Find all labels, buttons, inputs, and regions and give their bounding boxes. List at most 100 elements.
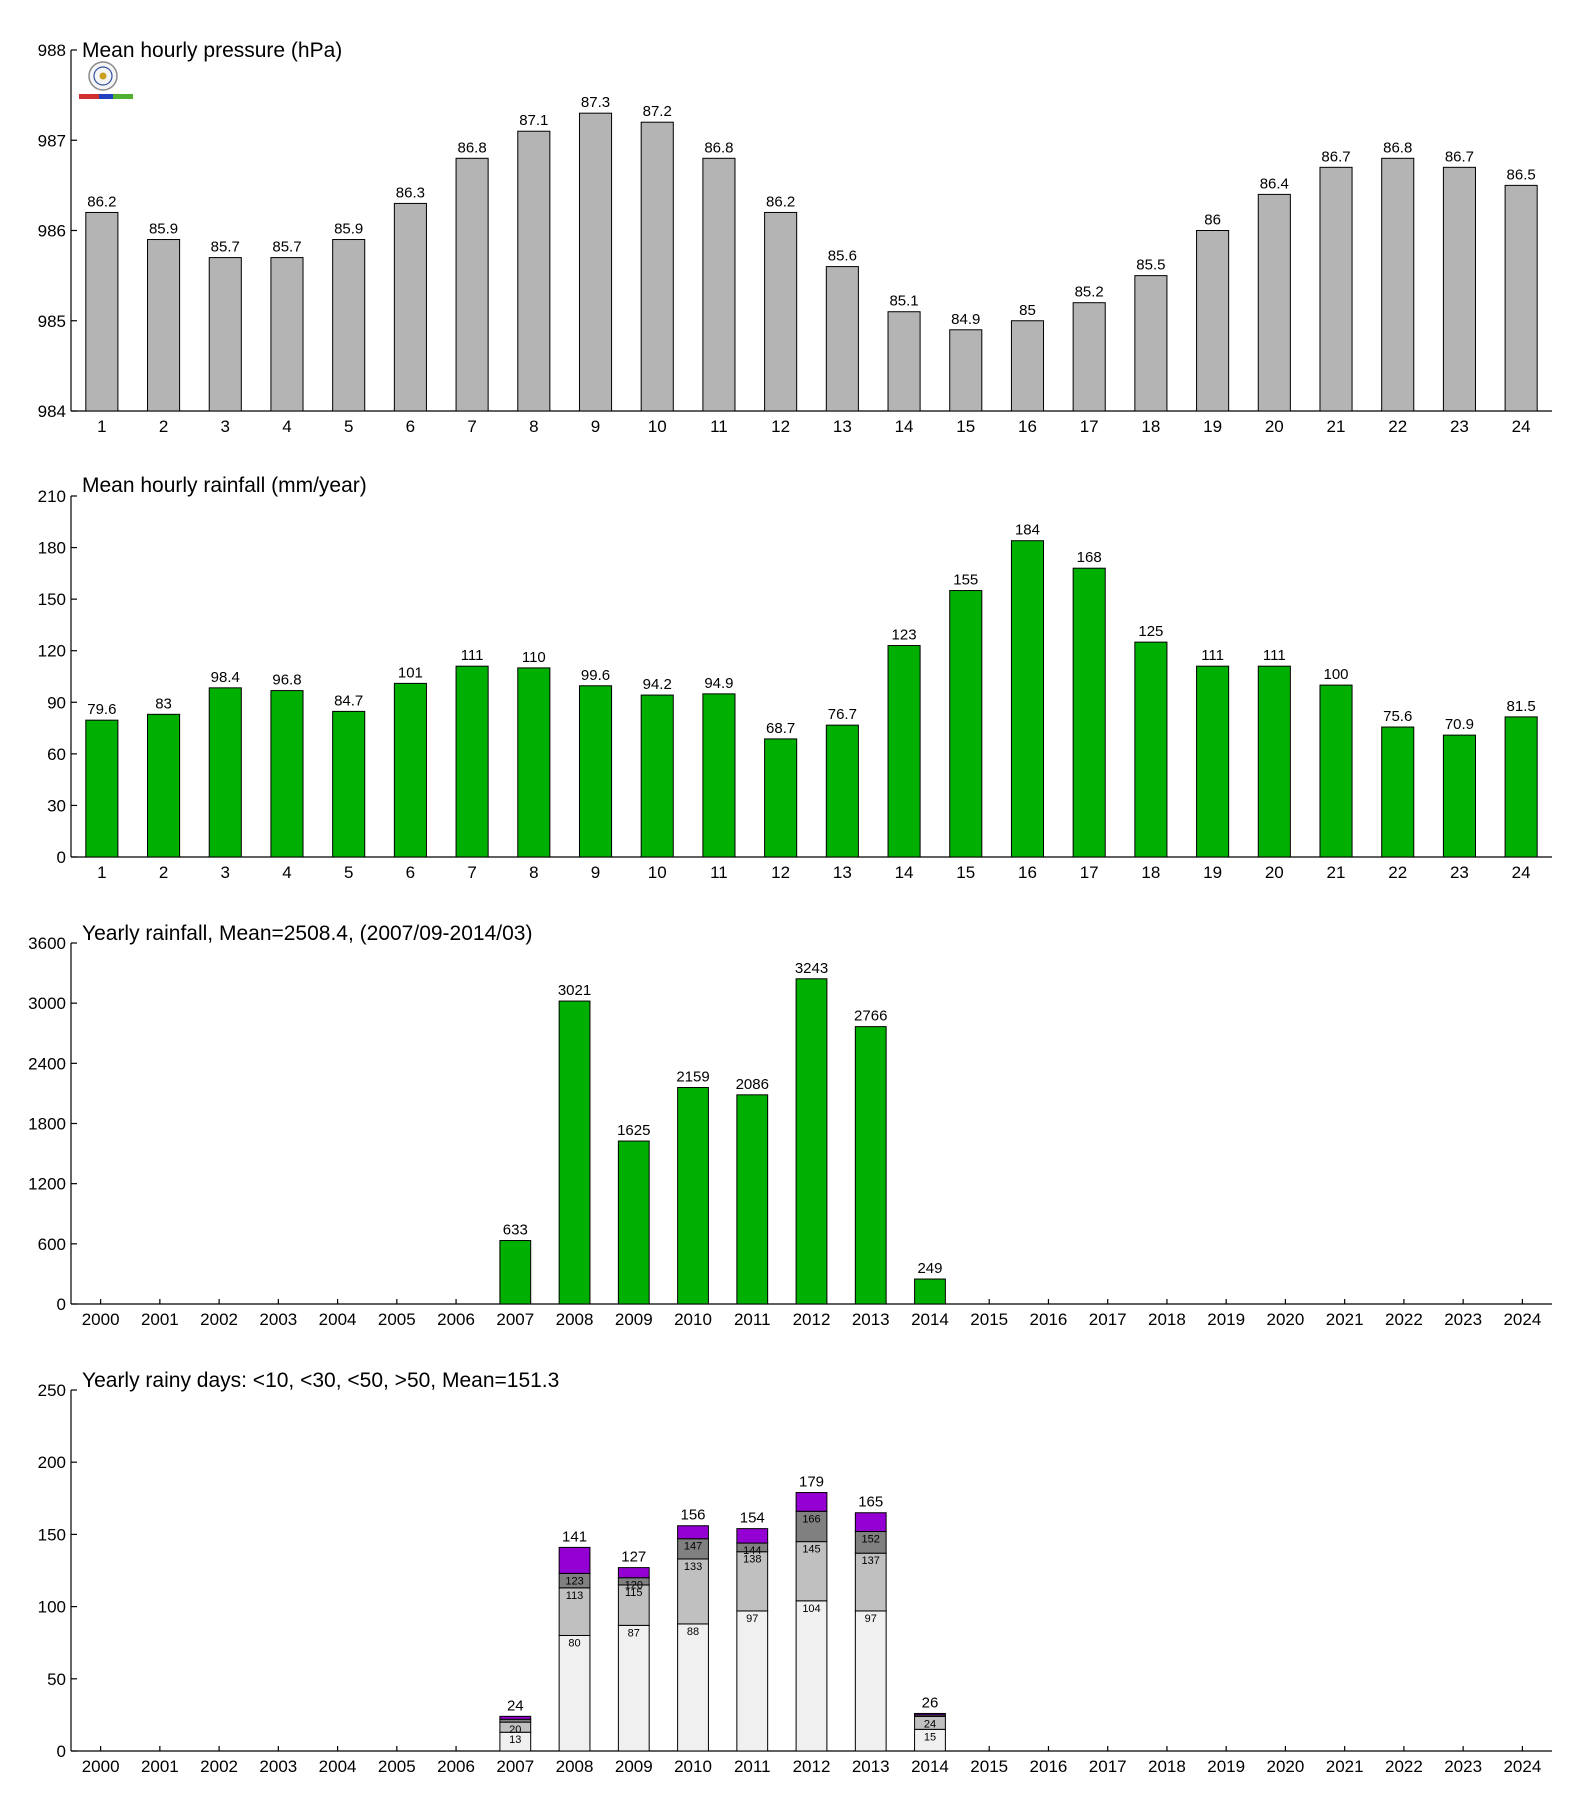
data-label: 76.7 — [828, 706, 857, 723]
x-tick-label: 22 — [1388, 863, 1407, 882]
chart-title: Yearly rainfall, Mean=2508.4, (2007/09-2… — [82, 922, 532, 945]
x-tick-label: 2005 — [378, 1310, 416, 1329]
x-tick-label: 2014 — [911, 1757, 949, 1776]
segment-label: 152 — [862, 1534, 880, 1546]
segment-label: 97 — [865, 1613, 877, 1625]
x-tick-label: 2009 — [615, 1757, 653, 1776]
bar-segment — [499, 1715, 532, 1720]
bar — [677, 1087, 709, 1305]
hourly-rainfall-chart: Mean hourly rainfall (mm/year) 030609012… — [38, 474, 1552, 882]
bar — [764, 738, 798, 858]
data-label: 87.1 — [519, 112, 548, 129]
bar — [270, 690, 304, 858]
x-tick-label: 2006 — [437, 1310, 475, 1329]
x-tick-label: 7 — [467, 863, 476, 882]
bar-segment — [795, 1600, 828, 1752]
segment-label: 137 — [862, 1555, 880, 1567]
x-tick-label: 20 — [1265, 863, 1284, 882]
x-tick-label: 7 — [467, 417, 476, 436]
bar-segment — [736, 1551, 769, 1612]
x-tick-label: 17 — [1080, 417, 1099, 436]
data-label: 85.1 — [889, 293, 918, 310]
x-tick-label: 2004 — [319, 1310, 357, 1329]
bar — [558, 1000, 591, 1305]
data-label: 85.2 — [1075, 284, 1104, 301]
bar — [617, 1140, 650, 1305]
y-tick-label: 1800 — [28, 1115, 66, 1134]
x-tick-label: 2 — [159, 863, 168, 882]
x-tick-label: 2024 — [1503, 1310, 1541, 1329]
data-label: 94.9 — [704, 675, 733, 692]
y-tick-label: 150 — [38, 590, 66, 609]
y-tick-label: 150 — [38, 1525, 66, 1544]
segment-label: 20 — [509, 1724, 521, 1736]
data-label: 2159 — [676, 1069, 709, 1086]
chart-title: Yearly rainy days: <10, <30, <50, >50, M… — [82, 1369, 559, 1392]
bar — [85, 719, 119, 858]
data-label: 249 — [917, 1260, 942, 1277]
x-tick-label: 2016 — [1030, 1757, 1068, 1776]
bar — [147, 239, 181, 412]
bar-segment — [558, 1634, 591, 1752]
y-tick-label: 180 — [38, 539, 66, 558]
pressure-chart: Mean hourly pressure (hPa) 9849859869879… — [38, 39, 1552, 436]
x-tick-label: 2012 — [793, 1757, 831, 1776]
segment-label: 147 — [684, 1541, 702, 1553]
y-tick-label: 0 — [57, 848, 66, 867]
y-tick-label: 210 — [38, 487, 66, 506]
x-tick-label: 2020 — [1267, 1757, 1305, 1776]
data-label: 168 — [1077, 549, 1102, 566]
bar — [1134, 641, 1168, 858]
data-label: 86.2 — [766, 193, 795, 210]
x-tick-label: 10 — [648, 417, 667, 436]
segment-label: 138 — [743, 1554, 761, 1566]
bar — [1319, 166, 1353, 412]
x-tick-label: 2013 — [852, 1757, 890, 1776]
data-label: 86.2 — [87, 193, 116, 210]
y-tick-label: 984 — [38, 402, 66, 421]
x-tick-label: 2020 — [1267, 1310, 1305, 1329]
bar — [1319, 684, 1353, 858]
bar — [702, 693, 736, 858]
data-label: 86.4 — [1260, 175, 1289, 192]
x-tick-label: 2 — [159, 417, 168, 436]
y-tick-label: 90 — [47, 693, 66, 712]
data-label: 86.3 — [396, 184, 425, 201]
data-label: 2086 — [736, 1076, 769, 1093]
data-label: 83 — [155, 695, 172, 712]
y-tick-label: 985 — [38, 312, 66, 331]
x-tick-label: 19 — [1203, 417, 1222, 436]
x-tick-label: 2004 — [319, 1757, 357, 1776]
bar — [949, 329, 983, 412]
total-label: 179 — [799, 1474, 824, 1491]
bar — [1442, 734, 1476, 858]
y-tick-label: 30 — [47, 796, 66, 815]
x-tick-label: 1 — [97, 417, 106, 436]
x-tick-label: 10 — [648, 863, 667, 882]
bar-segment — [677, 1623, 709, 1752]
data-label: 155 — [953, 572, 978, 589]
data-label: 3021 — [558, 982, 591, 999]
data-label: 75.6 — [1383, 708, 1412, 725]
data-label: 2766 — [854, 1008, 887, 1025]
segment-label: 113 — [566, 1590, 584, 1602]
bar — [1504, 716, 1538, 858]
yearly-rainfall-chart: Yearly rainfall, Mean=2508.4, (2007/09-2… — [28, 922, 1552, 1329]
x-tick-label: 2015 — [970, 1310, 1008, 1329]
x-tick-label: 2022 — [1385, 1757, 1423, 1776]
data-label: 85 — [1019, 302, 1036, 319]
x-tick-label: 16 — [1018, 417, 1037, 436]
bar — [640, 121, 674, 412]
data-label: 110 — [522, 649, 546, 666]
data-label: 125 — [1138, 623, 1163, 640]
total-label: 24 — [507, 1697, 524, 1714]
bar-segment — [914, 1712, 946, 1716]
y-tick-label: 100 — [38, 1598, 66, 1617]
bar — [1504, 184, 1538, 412]
bar — [578, 112, 613, 412]
y-tick-label: 987 — [38, 131, 66, 150]
data-label: 86.8 — [1383, 139, 1412, 156]
y-tick-label: 250 — [38, 1381, 66, 1400]
data-label: 111 — [1263, 647, 1286, 664]
